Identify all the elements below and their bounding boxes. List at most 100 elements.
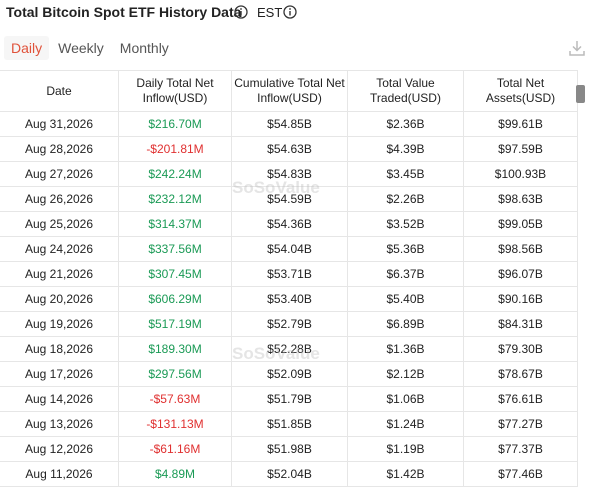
table-cell: $216.70M [118, 111, 232, 137]
column-header: Cumulative Total Net Inflow(USD) [231, 70, 348, 112]
table-cell: $99.61B [463, 111, 578, 137]
table-cell: Aug 28,2026 [0, 136, 119, 162]
tab[interactable]: Weekly [58, 40, 104, 56]
table-row: Aug 12,2026 -$61.16M $51.98B $1.19B $77.37B [0, 436, 578, 462]
watermark: SoSoValue [232, 344, 320, 363]
table-cell: $2.36B [347, 111, 464, 137]
table-cell: -$57.63M [118, 386, 232, 412]
page-title: Total Bitcoin Spot ETF History Data [6, 4, 242, 20]
table-row: Aug 13,2026 -$131.13M $51.85B $1.24B $77.27B [0, 411, 578, 437]
table-row: Aug 21,2026 $307.45M $53.71B $6.37B $96.07B [0, 261, 578, 287]
table-cell: -$201.81M [118, 136, 232, 162]
table-cell: $77.37B [463, 436, 578, 462]
table-cell: $314.37M [118, 211, 232, 237]
table-cell: $53.40B [231, 286, 348, 312]
info-icon[interactable] [283, 5, 297, 19]
table-cell: $78.67B [463, 361, 578, 387]
column-header: Total Net Assets(USD) [463, 70, 578, 112]
table-row: Aug 18,2026 $189.30M $52.28B $1.36B $79.30B [0, 336, 578, 362]
table-cell: $3.52B [347, 211, 464, 237]
table-row: Aug 28,2026 -$201.81M $54.63B $4.39B $97.59B [0, 136, 578, 162]
table-cell: Aug 12,2026 [0, 436, 119, 462]
timezone: EST [257, 5, 283, 20]
download-icon[interactable] [568, 39, 586, 57]
table-cell: Aug 21,2026 [0, 261, 119, 287]
table-cell: $54.83B [231, 161, 348, 187]
table-cell: $1.06B [347, 386, 464, 412]
column-header: Total Value Traded(USD) [347, 70, 464, 112]
table-cell: $1.19B [347, 436, 464, 462]
table-cell: $5.40B [347, 286, 464, 312]
tab[interactable]: Monthly [119, 40, 169, 56]
table-row: Aug 24,2026 $337.56M $54.04B $5.36B $98.56B [0, 236, 578, 262]
table-cell: Aug 18,2026 [0, 336, 119, 362]
tab[interactable]: Daily [4, 36, 50, 60]
table-cell: Aug 13,2026 [0, 411, 119, 437]
table-row: Aug 25,2026 $314.37M $54.36B $3.52B $99.05B [0, 211, 578, 237]
table-cell: $1.24B [347, 411, 464, 437]
table-cell: Aug 25,2026 [0, 211, 119, 237]
table-cell: Aug 17,2026 [0, 361, 119, 387]
table-cell: $52.79B [231, 311, 348, 337]
table-cell: $54.04B [231, 236, 348, 262]
table-cell: $3.45B [347, 161, 464, 187]
table-cell: $4.39B [347, 136, 464, 162]
table-cell: Aug 24,2026 [0, 236, 119, 262]
table-cell: Aug 14,2026 [0, 386, 119, 412]
table-row: Aug 14,2026 -$57.63M $51.79B $1.06B $76.61B [0, 386, 578, 412]
table-cell: $54.63B [231, 136, 348, 162]
table-cell: Aug 19,2026 [0, 311, 119, 337]
table-cell: -$61.16M [118, 436, 232, 462]
table-cell: $242.24M [118, 161, 232, 187]
table-cell: $52.09B [231, 361, 348, 387]
table-cell: $99.05B [463, 211, 578, 237]
table-cell: $5.36B [347, 236, 464, 262]
table-cell: $84.31B [463, 311, 578, 337]
table-cell: $53.71B [231, 261, 348, 287]
table-cell: Aug 20,2026 [0, 286, 119, 312]
table-cell: $51.98B [231, 436, 348, 462]
scrollbar[interactable] [576, 85, 585, 103]
table-cell: $606.29M [118, 286, 232, 312]
table-cell: $52.28B [231, 336, 348, 362]
table-cell: Aug 26,2026 [0, 186, 119, 212]
table-row: Aug 31,2026 $216.70M $54.85B $2.36B $99.61B [0, 111, 578, 137]
table-cell: $297.56M [118, 361, 232, 387]
column-header: Daily Total Net Inflow(USD) [118, 70, 232, 112]
table-cell: $51.79B [231, 386, 348, 412]
table-cell: $189.30M [118, 336, 232, 362]
table-cell: Aug 27,2026 [0, 161, 119, 187]
table-cell: $6.37B [347, 261, 464, 287]
table-cell: $98.56B [463, 236, 578, 262]
table-cell: $517.19M [118, 311, 232, 337]
table-cell: $1.36B [347, 336, 464, 362]
table-cell: $54.85B [231, 111, 348, 137]
table-cell: $98.63B [463, 186, 578, 212]
table-cell: -$131.13M [118, 411, 232, 437]
info-icon[interactable] [234, 5, 248, 19]
table-cell: $2.26B [347, 186, 464, 212]
table-cell: $337.56M [118, 236, 232, 262]
table-cell: $76.61B [463, 386, 578, 412]
table-cell: Aug 31,2026 [0, 111, 119, 137]
table-row: Aug 19,2026 $517.19M $52.79B $6.89B $84.31B [0, 311, 578, 337]
table-cell: $6.89B [347, 311, 464, 337]
table-cell: $77.27B [463, 411, 578, 437]
table-cell: $232.12M [118, 186, 232, 212]
table-cell: $2.12B [347, 361, 464, 387]
table-cell: $97.59B [463, 136, 578, 162]
table-cell: $51.85B [231, 411, 348, 437]
table-cell: $307.45M [118, 261, 232, 287]
table-cell: $79.30B [463, 336, 578, 362]
table-cell: $90.16B [463, 286, 578, 312]
table-cell: $100.93B [463, 161, 578, 187]
table-cell: $54.36B [231, 211, 348, 237]
watermark: SoSoValue [232, 178, 320, 197]
history-table: Date Daily Total Net Inflow(USD) Cumulativ… [0, 70, 578, 487]
table-row: Aug 17,2026 $297.56M $52.09B $2.12B $78.67B [0, 361, 578, 387]
column-header: Date [0, 70, 119, 112]
table-row: Aug 20,2026 $606.29M $53.40B $5.40B $90.16B [0, 286, 578, 312]
table-cell: $96.07B [463, 261, 578, 287]
tabs: Daily Weekly Monthly [4, 36, 178, 60]
